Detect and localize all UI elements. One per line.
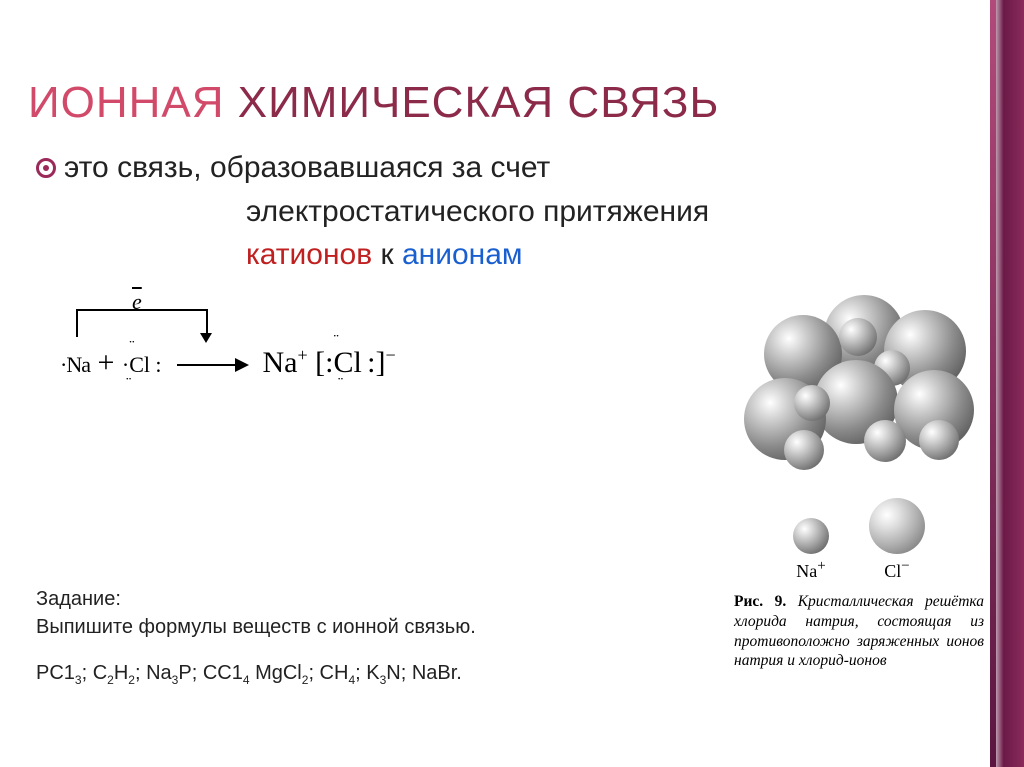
cl-ion-legend: Cl−: [869, 498, 925, 582]
na-sphere-icon: [919, 420, 959, 460]
definition-text-1: это связь, образовавшаяся за счет: [64, 151, 550, 184]
title-rest: химическая связь: [225, 78, 720, 127]
na-sphere-icon: [794, 385, 830, 421]
ionic-equation: e ·Na + ·C¨l¨: Na+ [:C¨l¨:]−: [60, 345, 396, 380]
cl-ion-ball-icon: [869, 498, 925, 554]
ion-legend: Na+ Cl−: [734, 498, 984, 582]
na-sphere-icon: [839, 318, 877, 356]
task-block: Задание: Выпишите формулы веществ с ионн…: [36, 585, 476, 689]
plus-sign: +: [97, 346, 121, 379]
na-sphere-icon: [864, 420, 906, 462]
electron-transfer-arrow-icon: [76, 309, 208, 337]
na-cation: Na+: [263, 346, 308, 379]
anion-word: анионам: [402, 238, 523, 271]
definition-block: это связь, образовавшаяся за счет электр…: [36, 146, 796, 277]
bullet-icon: [36, 158, 56, 178]
task-instruction: Выпишите формулы веществ с ионной связью…: [36, 613, 476, 641]
task-formulas: PC13; C2H2; Na3P; CC14 MgCl2; CH4; K3N; …: [36, 659, 476, 689]
crystal-lattice-figure: Na+ Cl− Рис. 9. Кристаллическая решётка …: [734, 290, 984, 671]
cl-atom: ·C¨l¨:: [122, 352, 162, 377]
connector-word: к: [372, 238, 402, 271]
slide-title: Ионная химическая связь: [28, 78, 719, 128]
na-ion-legend: Na+: [793, 518, 829, 582]
definition-line-2: электростатического притяжения: [36, 190, 796, 234]
na-atom: ·Na: [60, 352, 90, 377]
decorative-side-gradient: [990, 0, 1024, 767]
lattice-diagram: [744, 290, 974, 490]
figure-caption: Рис. 9. Кристаллическая решётка хлорида …: [734, 592, 984, 671]
cl-anion: [:C¨l¨:]−: [315, 346, 396, 379]
reaction-arrow-icon: [177, 364, 247, 366]
definition-line-3: катионов к анионам: [36, 233, 796, 277]
na-ion-ball-icon: [793, 518, 829, 554]
task-heading: Задание:: [36, 585, 476, 613]
title-accent-word: Ионная: [28, 78, 225, 127]
caption-label: Рис. 9.: [734, 593, 786, 610]
definition-line-1: это связь, образовавшаяся за счет: [36, 146, 796, 190]
na-sphere-icon: [784, 430, 824, 470]
cation-word: катионов: [246, 238, 372, 271]
